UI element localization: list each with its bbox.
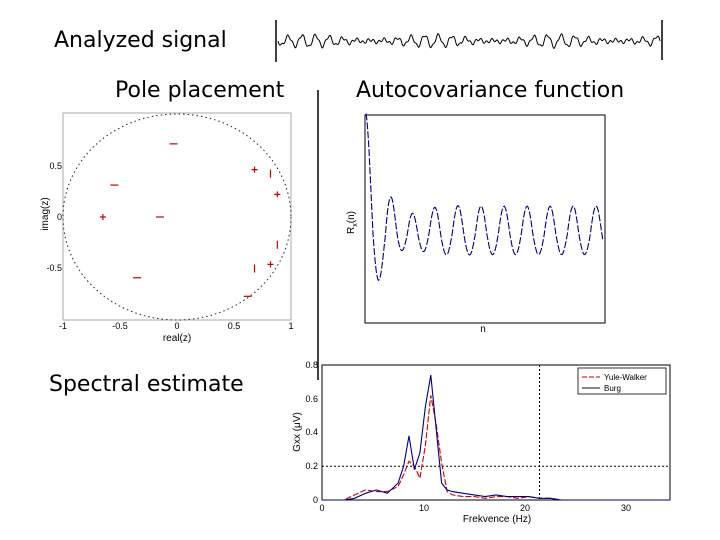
- pole-placement-plot: -1 -0.5 0 0.5 1 0.5 0 -0.5 real(z) imag(…: [40, 112, 294, 344]
- pole-placement-heading: Pole placement: [115, 78, 285, 103]
- pole-ytick: -0.5: [46, 263, 62, 273]
- unit-circle: [62, 113, 292, 321]
- spectrum-xtick: 20: [520, 503, 530, 513]
- pole-ytick: 0.5: [49, 161, 62, 171]
- spectrum-series-yule-walker: [322, 395, 670, 501]
- spectrum-xtick: 0: [319, 503, 324, 513]
- signal-waveform: [277, 33, 661, 49]
- pole-marker-plus: [267, 261, 274, 268]
- spectrum-xtick: 10: [419, 503, 429, 513]
- spectrum-ytick: 0.4: [305, 427, 318, 437]
- spectrum-ytick: 0.8: [305, 360, 318, 370]
- pole-xtick: 0: [174, 321, 179, 331]
- pole-xlabel: real(z): [163, 333, 191, 344]
- autocovariance-heading: Autocovariance function: [356, 78, 625, 103]
- spectrum-ytick: 0.6: [305, 394, 318, 404]
- spectrum-legend: Yule-Walker Burg: [577, 367, 667, 395]
- autocov-xlabel: n: [480, 324, 486, 335]
- autocov-ylabel: Rx(n): [346, 211, 359, 234]
- spectrum-xlabel: Frekvence (Hz): [463, 514, 531, 525]
- legend-label-yule-walker: Yule-Walker: [604, 373, 647, 382]
- autocov-line: [365, 113, 604, 282]
- analyzed-signal-strip: [275, 20, 663, 62]
- spectrum-xtick: 30: [621, 503, 631, 513]
- pole-marker-plus: [99, 214, 106, 220]
- pole-xtick: 1: [288, 321, 293, 331]
- pole-xtick: -0.5: [112, 321, 128, 331]
- pole-marker-plus: [251, 166, 258, 173]
- pole-xtick: -1: [59, 321, 67, 331]
- pole-ylabel: imag(z): [40, 197, 51, 230]
- pole-markers: [99, 143, 281, 297]
- pole-marker-plus: [274, 191, 281, 198]
- legend-box: [577, 367, 667, 395]
- autocovariance-plot: n Rx(n): [346, 113, 606, 335]
- spectrum-plot: 0 0.2 0.4 0.6 0.8 0 10 20 30 Frekvence (…: [292, 360, 671, 525]
- analyzed-signal-heading: Analyzed signal: [54, 28, 227, 53]
- spectrum-ytick: 0.2: [305, 461, 318, 471]
- autocov-frame: [364, 114, 606, 324]
- spectrum-ytick: 0: [313, 495, 318, 505]
- spectrum-ylabel: Gxx (μV): [292, 412, 303, 452]
- spectrum-frame: [321, 364, 671, 501]
- pole-ytick: 0: [57, 212, 62, 222]
- spectrum-series-burg: [322, 375, 670, 501]
- spectral-estimate-heading: Spectral estimate: [49, 372, 244, 397]
- pole-xtick: 0.5: [228, 321, 241, 331]
- legend-label-burg: Burg: [604, 384, 621, 393]
